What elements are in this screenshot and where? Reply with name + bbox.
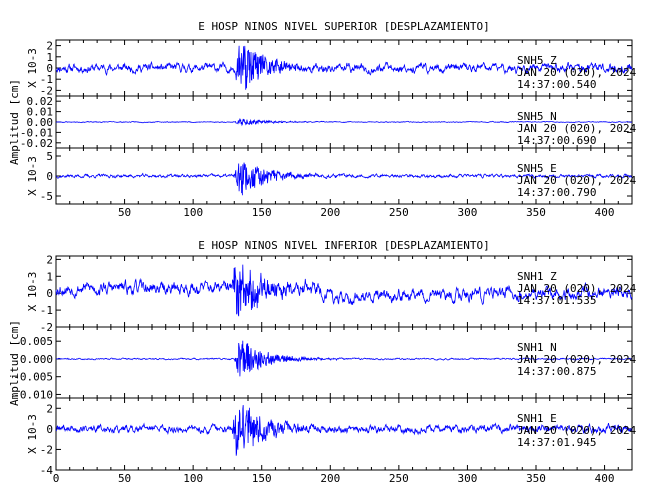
x-tick-label: 200: [320, 206, 340, 219]
station-label: SNH5 N: [517, 110, 557, 123]
y-tick-label: 2: [46, 253, 53, 266]
y-tick-label: -5: [40, 190, 53, 203]
y-tick-label: 5: [46, 150, 53, 163]
y-tick-label: 0: [46, 170, 53, 183]
y-tick-label: 0.01: [27, 106, 54, 119]
x-tick-label: 150: [252, 472, 272, 485]
y-tick-label: 0.02: [27, 95, 54, 108]
chart-1: E HOSP NINOS NIVEL SUPERIOR [DESPLAZAMIE…: [8, 20, 637, 219]
time-label: 14:37:01.945: [517, 436, 596, 449]
y-tick-label: 0.005: [20, 335, 53, 348]
time-label: 14:37:00.690: [517, 134, 596, 147]
y-tick-label: -4: [40, 464, 54, 477]
station-label: SNH5 E: [517, 162, 557, 175]
x-tick-label: 200: [320, 472, 340, 485]
chart-title: E HOSP NINOS NIVEL INFERIOR [DESPLAZAMIE…: [198, 239, 489, 252]
date-label: JAN 20 (020), 2024: [517, 122, 637, 135]
y-tick-label: -0.010: [13, 388, 53, 401]
y-tick-label: 0: [46, 423, 53, 436]
x-tick-label: 100: [183, 206, 203, 219]
y-axis-label: Amplitud [cm]: [8, 320, 21, 406]
x-tick-label: 400: [595, 472, 615, 485]
scale-label: X 10-3: [26, 272, 39, 312]
x-tick-label: 250: [389, 206, 409, 219]
y-tick-label: 0.000: [20, 353, 53, 366]
x-tick-label: 0: [53, 472, 60, 485]
y-tick-label: 0: [46, 62, 53, 75]
date-label: JAN 20 (020), 2024: [517, 174, 637, 187]
x-tick-label: 400: [595, 206, 615, 219]
station-label: SNH5 Z: [517, 54, 557, 67]
date-label: JAN 20 (020), 2024: [517, 282, 637, 295]
y-tick-label: -2: [40, 443, 53, 456]
station-label: SNH1 E: [517, 412, 557, 425]
x-tick-label: 100: [183, 472, 203, 485]
y-tick-label: -0.005: [13, 371, 53, 384]
y-tick-label: -1: [40, 73, 53, 86]
y-tick-label: 2: [46, 402, 53, 415]
chart-title: E HOSP NINOS NIVEL SUPERIOR [DESPLAZAMIE…: [198, 20, 489, 33]
y-tick-label: 2: [46, 40, 53, 53]
y-tick-label: -0.01: [20, 126, 53, 139]
y-tick-label: -2: [40, 321, 53, 334]
waveform-line: [55, 117, 633, 127]
x-tick-label: 300: [457, 206, 477, 219]
scale-label: X 10-3: [26, 156, 39, 196]
station-label: SNH1 Z: [517, 270, 557, 283]
waveform-line: [55, 45, 633, 90]
x-tick-label: 150: [252, 206, 272, 219]
y-tick-label: 0.00: [27, 116, 54, 129]
station-label: SNH1 N: [517, 341, 557, 354]
x-tick-label: 50: [118, 472, 131, 485]
y-axis-label: Amplitud [cm]: [8, 79, 21, 165]
date-label: JAN 20 (020), 2024: [517, 424, 637, 437]
y-tick-label: 0: [46, 287, 53, 300]
waveform-line: [55, 264, 633, 317]
x-tick-label: 300: [457, 472, 477, 485]
scale-label: X 10-3: [26, 48, 39, 88]
x-tick-label: 350: [526, 206, 546, 219]
time-label: 14:37:00.875: [517, 365, 596, 378]
y-tick-label: -2: [40, 84, 53, 97]
y-tick-label: -1: [40, 304, 53, 317]
x-tick-label: 250: [389, 472, 409, 485]
time-label: 14:37:01.535: [517, 294, 596, 307]
y-tick-label: -0.02: [20, 137, 53, 150]
date-label: JAN 20 (020), 2024: [517, 66, 637, 79]
waveform-line: [55, 405, 633, 456]
x-tick-label: 350: [526, 472, 546, 485]
waveform-line: [55, 340, 633, 377]
waveform-line: [55, 162, 633, 196]
time-label: 14:37:00.790: [517, 186, 596, 199]
y-tick-label: 1: [46, 51, 53, 64]
chart-2: E HOSP NINOS NIVEL INFERIOR [DESPLAZAMIE…: [8, 239, 637, 485]
scale-label: X 10-3: [26, 414, 39, 454]
time-label: 14:37:00.540: [517, 78, 596, 91]
y-tick-label: 1: [46, 270, 53, 283]
date-label: JAN 20 (020), 2024: [517, 353, 637, 366]
x-tick-label: 50: [118, 206, 131, 219]
